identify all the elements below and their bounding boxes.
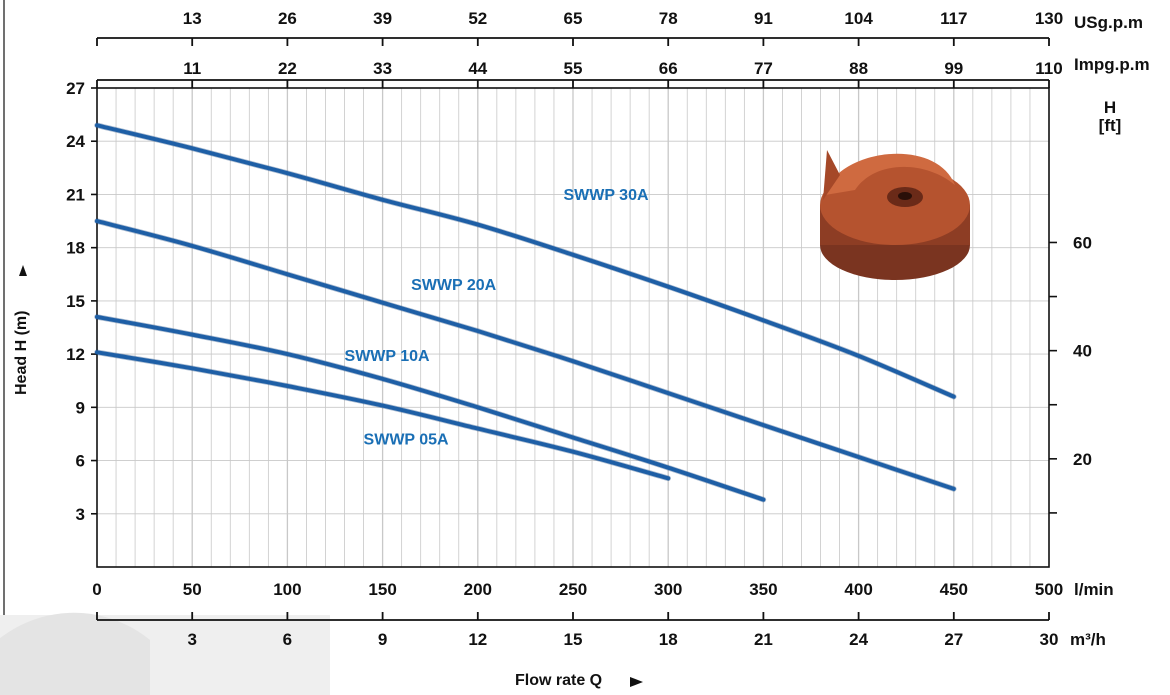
usgpm-unit-label: USg.p.m <box>1074 13 1143 32</box>
curve-swwp-20a <box>95 219 956 491</box>
x-tick-label: 0 <box>92 580 101 599</box>
m3h-tick-label: 6 <box>283 630 292 649</box>
background-watermark <box>0 0 330 695</box>
x-tick-label: 250 <box>559 580 587 599</box>
m3h-unit-label: m³/h <box>1070 630 1106 649</box>
impgpm-unit-label: Impg.p.m <box>1074 55 1150 74</box>
x-tick-label: 500 <box>1035 580 1063 599</box>
usgpm-tick-label: 104 <box>844 9 873 28</box>
m3h-tick-label: 3 <box>187 630 196 649</box>
y-tick-label: 9 <box>76 398 85 417</box>
y-tick-label: 27 <box>66 79 85 98</box>
x-tick-label: 50 <box>183 580 202 599</box>
impgpm-tick-label: 11 <box>183 59 201 78</box>
curve-swwp-05a <box>95 350 671 481</box>
usgpm-tick-label: 39 <box>373 9 392 28</box>
lmin-unit-label: l/min <box>1074 580 1114 599</box>
series-label-swwp-30a: SWWP 30A <box>563 187 649 204</box>
impgpm-tick-label: 44 <box>468 59 487 78</box>
ft-tick-label: 40 <box>1073 342 1092 361</box>
impgpm-tick-label: 22 <box>278 59 297 78</box>
y-axis-title: Head H (m) <box>13 311 30 395</box>
impgpm-tick-label: 99 <box>944 59 963 78</box>
impeller-vane <box>825 153 955 195</box>
watermark-arc <box>0 612 150 695</box>
impeller-image <box>820 150 970 280</box>
ft-tick-label: 60 <box>1073 233 1092 252</box>
m3h-tick-label: 9 <box>378 630 387 649</box>
ft-tick-label: 20 <box>1073 450 1092 469</box>
series-label-swwp-20a: SWWP 20A <box>411 277 497 294</box>
impeller-blade-tip <box>823 150 840 200</box>
y-tick-label: 18 <box>66 239 85 258</box>
right-axis-title-ft: [ft] <box>1099 116 1122 135</box>
usgpm-tick-label: 78 <box>659 9 678 28</box>
m3h-tick-label: 21 <box>754 630 773 649</box>
y-tick-label: 15 <box>66 292 85 311</box>
x-tick-label: 300 <box>654 580 682 599</box>
m3h-tick-label: 12 <box>468 630 487 649</box>
x-tick-label: 150 <box>368 580 396 599</box>
curve-swwp-30a <box>95 123 956 399</box>
usgpm-tick-label: 52 <box>468 9 487 28</box>
x-tick-label: 350 <box>749 580 777 599</box>
y-tick-label: 21 <box>66 185 85 204</box>
x-tick-label: 200 <box>464 580 492 599</box>
y-tick-label: 12 <box>66 345 85 364</box>
impgpm-tick-label: 66 <box>659 59 678 78</box>
impgpm-tick-label: 88 <box>849 59 868 78</box>
m3h-tick-label: 30 <box>1040 630 1059 649</box>
y-tick-label: 3 <box>76 505 85 524</box>
plot-axes: 3 6 9 12 15 18 21 24 27 0 50 100 150 200 250 300 350 400 4… <box>66 9 1092 649</box>
y-tick-label: 6 <box>76 452 85 471</box>
impgpm-tick-label: 55 <box>564 59 583 78</box>
impgpm-tick-label: 110 <box>1035 59 1062 78</box>
usgpm-tick-label: 117 <box>940 9 967 28</box>
x-axis-arrow-icon <box>630 677 643 687</box>
m3h-tick-label: 24 <box>849 630 868 649</box>
m3h-tick-label: 15 <box>564 630 583 649</box>
x-tick-label: 400 <box>844 580 872 599</box>
plot-curves: SWWP 30A SWWP 20A SWWP 10A SWWP 05A <box>94 122 957 503</box>
x-tick-label: 450 <box>940 580 968 599</box>
y-axis-arrow-icon <box>19 265 27 276</box>
usgpm-tick-label: 65 <box>564 9 583 28</box>
usgpm-tick-label: 91 <box>754 9 773 28</box>
y-tick-label: 24 <box>66 132 85 151</box>
m3h-tick-label: 27 <box>944 630 963 649</box>
series-label-swwp-05a: SWWP 05A <box>364 432 450 449</box>
m3h-tick-label: 18 <box>659 630 678 649</box>
impeller-bore <box>898 192 912 200</box>
usgpm-tick-label: 130 <box>1035 9 1063 28</box>
x-axis-title: Flow rate Q <box>515 672 602 689</box>
impgpm-tick-label: 77 <box>754 59 773 78</box>
curve-swwp-10a <box>95 314 766 502</box>
x-tick-label: 100 <box>273 580 301 599</box>
series-label-swwp-10a: SWWP 10A <box>345 348 431 365</box>
usgpm-tick-label: 26 <box>278 9 297 28</box>
impgpm-tick-label: 33 <box>373 59 392 78</box>
right-axis-title-h: H <box>1104 98 1116 117</box>
usgpm-tick-label: 13 <box>183 9 202 28</box>
